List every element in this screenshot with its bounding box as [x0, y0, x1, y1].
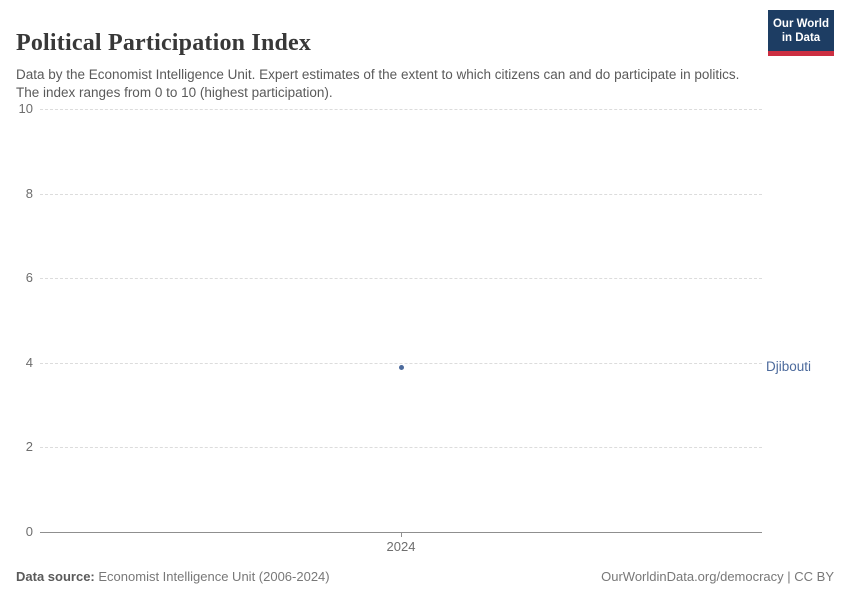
entity-label-djibouti[interactable]: Djibouti [766, 359, 812, 375]
y-axis-tick-label: 6 [25, 270, 33, 286]
data-source-label: Data source: [16, 569, 95, 584]
owid-logo-line1: Our World [772, 18, 829, 30]
gridline [40, 193, 762, 195]
gridline [40, 278, 762, 280]
page-title: Political Participation Index [16, 30, 312, 57]
data-source-text: Economist Intelligence Unit (2006-2024) [98, 569, 330, 584]
owid-logo: Our World in Data [768, 10, 834, 56]
owid-logo-line2: in Data [781, 32, 821, 44]
y-axis-tick-label: 4 [25, 354, 33, 370]
credit-link[interactable]: OurWorldinData.org/democracy | CC BY [601, 569, 834, 584]
y-axis-tick-label: 0 [25, 524, 33, 539]
gridline [40, 109, 762, 110]
gridline [40, 362, 762, 364]
data-point-djibouti[interactable] [398, 364, 404, 370]
chart-subtitle: Data by the Economist Intelligence Unit.… [16, 66, 740, 101]
x-axis-tick-mark [401, 532, 402, 537]
gridline [40, 447, 762, 449]
y-axis-tick-label: 8 [25, 185, 33, 201]
data-source-note: Data source: Economist Intelligence Unit… [16, 569, 330, 584]
y-axis-tick-label: 2 [25, 439, 33, 455]
y-axis-tick-label: 10 [18, 101, 33, 116]
x-axis-tick-label: 2024 [386, 539, 416, 554]
